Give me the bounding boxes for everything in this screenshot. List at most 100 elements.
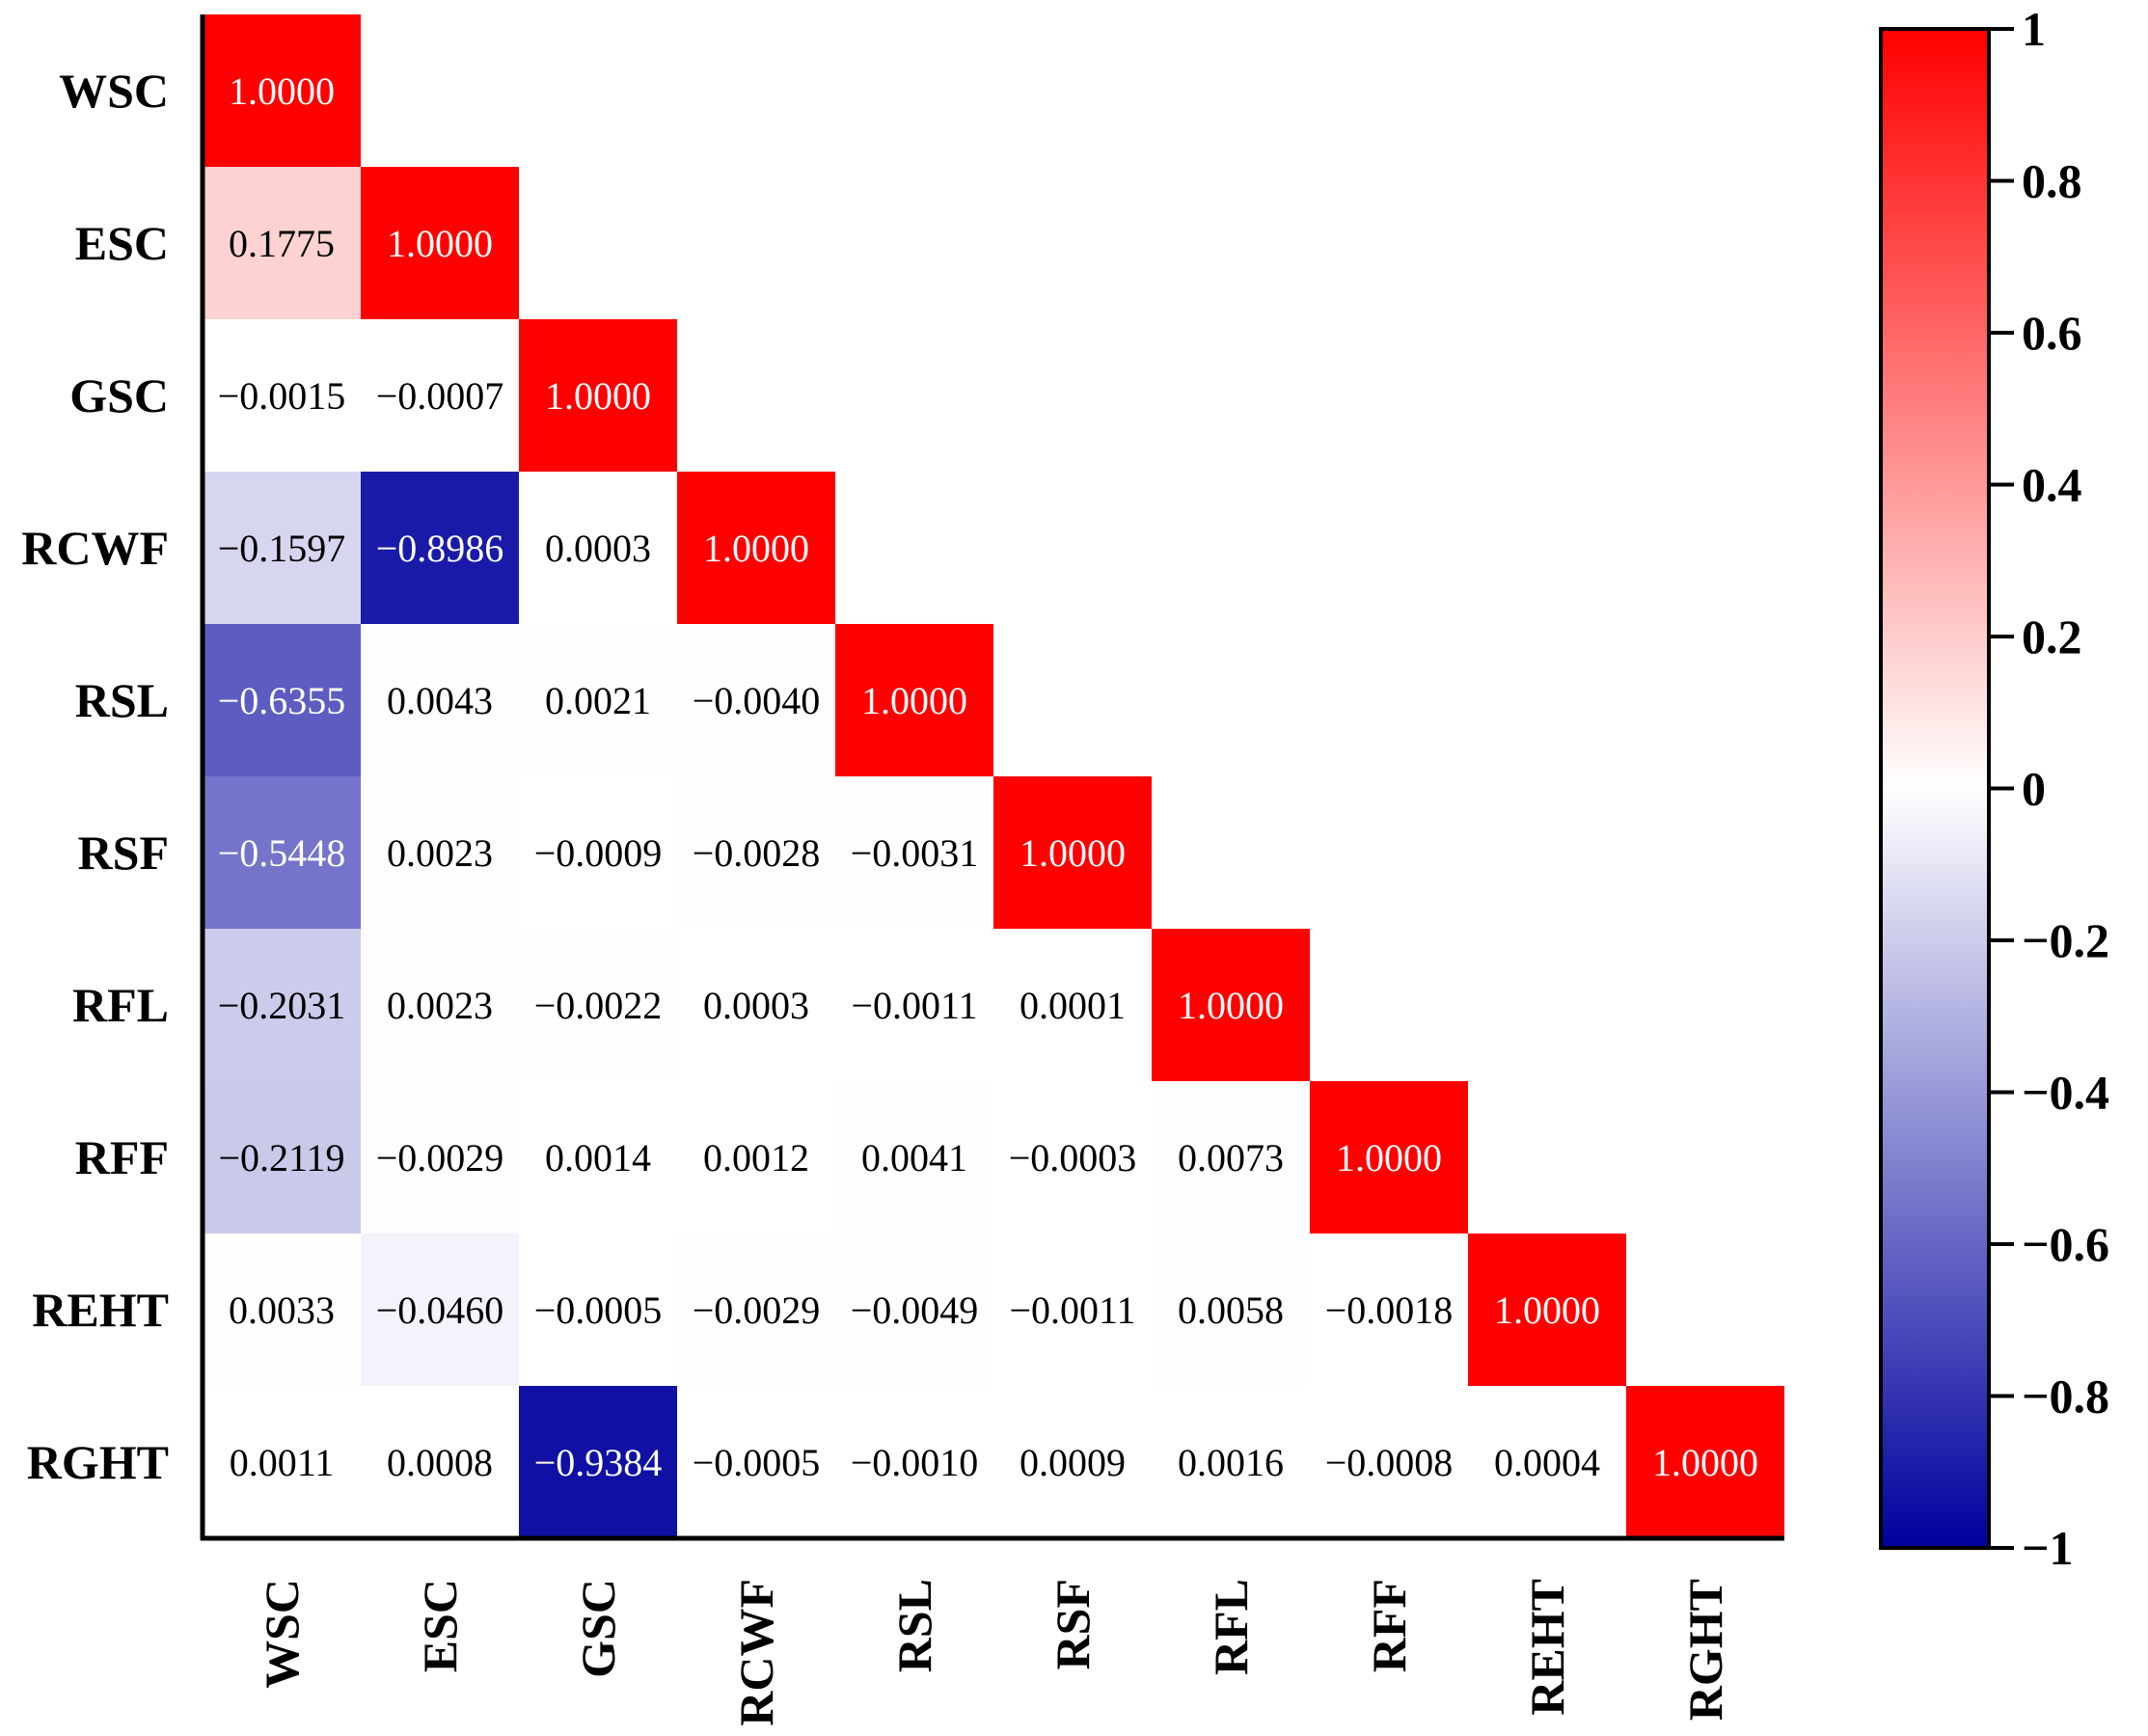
- cell-value-label: 0.0023: [387, 984, 493, 1027]
- cell-value-label: 1.0000: [1652, 1441, 1758, 1484]
- heatmap-cell-RCWF-WSC: [203, 472, 361, 624]
- heatmap-cell-REHT-RCWF: [677, 1234, 835, 1386]
- col-label-RSL: RSL: [887, 1579, 941, 1672]
- cell-value-label: −0.0022: [534, 984, 663, 1027]
- cell-value-label: −0.2119: [218, 1136, 344, 1180]
- row-label-RGHT: RGHT: [27, 1435, 169, 1489]
- heatmap-cell-RGHT-RSL: [835, 1386, 993, 1538]
- cell-value-label: −0.1597: [218, 527, 346, 570]
- cell-value-label: 1.0000: [1020, 831, 1126, 875]
- cell-value-label: 1.0000: [861, 679, 967, 722]
- heatmap-cell-RGHT-RFL: [1152, 1386, 1310, 1538]
- cell-value-label: −0.0029: [693, 1288, 821, 1332]
- heatmap-cell-GSC-ESC: [361, 319, 519, 472]
- heatmap-cell-RCWF-ESC: [361, 472, 519, 624]
- heatmap-cell-RSF-WSC: [203, 776, 361, 929]
- col-label-RFF: RFF: [1362, 1579, 1416, 1672]
- heatmap-cell-REHT-RFF: [1310, 1234, 1468, 1386]
- heatmap-cell-RFF-RCWF: [677, 1081, 835, 1234]
- heatmap-cell-REHT-RFL: [1152, 1234, 1310, 1386]
- colorbar: 1 0.8 0.6 0.4 0.2 0 −0.2 −0.4 −0.6 −0.8 −1: [1879, 2, 2109, 1575]
- heatmap-cell-RSL-GSC: [519, 624, 677, 776]
- heatmap-cell-RFF-RFL: [1152, 1081, 1310, 1234]
- col-label-RCWF: RCWF: [729, 1579, 783, 1726]
- cell-value-label: 1.0000: [229, 69, 335, 113]
- heatmap-cell-RCWF-GSC: [519, 472, 677, 624]
- cell-value-label: −0.0003: [1009, 1136, 1137, 1180]
- row-label-RCWF: RCWF: [21, 521, 169, 575]
- col-label-RGHT: RGHT: [1678, 1579, 1732, 1721]
- cell-value-label: 0.0011: [230, 1441, 335, 1484]
- heatmap-cell-RFF-WSC: [203, 1081, 361, 1234]
- cell-value-label: 0.0033: [229, 1288, 335, 1332]
- heatmap-cell-RFL-ESC: [361, 929, 519, 1081]
- cell-value-label: −0.2031: [218, 984, 346, 1027]
- heatmap-cell-RCWF-RCWF: [677, 472, 835, 624]
- heatmap-cell-RFF-ESC: [361, 1081, 519, 1234]
- heatmap-cell-RGHT-RGHT: [1626, 1386, 1784, 1538]
- colorbar-tick-label: 0.2: [2022, 610, 2082, 664]
- col-label-RSF: RSF: [1046, 1579, 1100, 1669]
- heatmap-cell-RFF-RSF: [993, 1081, 1152, 1234]
- cell-value-label: −0.6355: [218, 679, 346, 722]
- col-label-ESC: ESC: [413, 1579, 467, 1672]
- heatmap-cell-RSF-RCWF: [677, 776, 835, 929]
- cell-value-label: 1.0000: [1494, 1288, 1600, 1332]
- cell-value-label: −0.0049: [851, 1288, 979, 1332]
- heatmap-cell-RSL-WSC: [203, 624, 361, 776]
- cell-value-label: 1.0000: [545, 374, 651, 418]
- colorbar-tick-label: 0.8: [2022, 154, 2082, 208]
- cell-value-label: −0.0005: [534, 1288, 663, 1332]
- cell-value-label: 0.0003: [703, 984, 809, 1027]
- cell-value-label: 0.0008: [387, 1441, 493, 1484]
- cell-value-label: 0.0001: [1020, 984, 1126, 1027]
- cell-value-label: 0.0058: [1178, 1288, 1284, 1332]
- cell-value-label: −0.0031: [851, 831, 979, 875]
- cell-value-label: −0.0028: [693, 831, 821, 875]
- heatmap-cell-RGHT-GSC: [519, 1386, 677, 1538]
- colorbar-tick-label: −1: [2022, 1521, 2074, 1575]
- row-label-RFF: RFF: [75, 1130, 169, 1184]
- col-label-GSC: GSC: [571, 1579, 625, 1678]
- heatmap-cell-RGHT-REHT: [1468, 1386, 1626, 1538]
- cell-value-label: 1.0000: [1336, 1136, 1442, 1180]
- row-label-ESC: ESC: [75, 216, 169, 270]
- colorbar-gradient: [1879, 27, 1991, 1550]
- heatmap-cell-GSC-WSC: [203, 319, 361, 472]
- colorbar-tick-label: −0.4: [2022, 1066, 2109, 1120]
- heatmap-cell-REHT-ESC: [361, 1234, 519, 1386]
- cell-value-label: −0.0008: [1325, 1441, 1454, 1484]
- heatmap-cell-RFF-GSC: [519, 1081, 677, 1234]
- colorbar-tick-label: 0.6: [2022, 306, 2082, 360]
- cell-value-label: 0.0073: [1178, 1136, 1284, 1180]
- cell-value-label: 0.1775: [229, 222, 335, 265]
- heatmap-cell-RGHT-RSF: [993, 1386, 1152, 1538]
- cell-value-label: −0.0011: [1009, 1288, 1135, 1332]
- cell-value-label: 1.0000: [703, 527, 809, 570]
- heatmap-cell-RSF-RSF: [993, 776, 1152, 929]
- colorbar-tick-label: 1: [2022, 2, 2046, 56]
- row-label-REHT: REHT: [32, 1283, 169, 1337]
- heatmap-cell-RFL-WSC: [203, 929, 361, 1081]
- heatmap-cell-RSL-ESC: [361, 624, 519, 776]
- cell-value-label: 1.0000: [1178, 984, 1284, 1027]
- heatmap-cell-RGHT-RFF: [1310, 1386, 1468, 1538]
- row-label-RSF: RSF: [78, 826, 169, 880]
- heatmap-cell-RGHT-RCWF: [677, 1386, 835, 1538]
- colorbar-tick-label: 0.4: [2022, 458, 2082, 512]
- cell-value-label: −0.0460: [376, 1288, 504, 1332]
- cell-value-label: −0.9384: [534, 1441, 663, 1484]
- cell-value-label: 1.0000: [387, 222, 493, 265]
- heatmap-cell-RSL-RSL: [835, 624, 993, 776]
- heatmap-cell-RGHT-WSC: [203, 1386, 361, 1538]
- cell-value-label: −0.0007: [376, 374, 504, 418]
- cell-value-label: −0.8986: [376, 527, 504, 570]
- heatmap-cell-RSL-RCWF: [677, 624, 835, 776]
- heatmap-cell-RFL-RFL: [1152, 929, 1310, 1081]
- cell-value-label: −0.0011: [851, 984, 977, 1027]
- heatmap-cell-RFF-RSL: [835, 1081, 993, 1234]
- row-label-WSC: WSC: [59, 64, 169, 118]
- cell-value-label: −0.0018: [1325, 1288, 1454, 1332]
- heatmap-cell-REHT-GSC: [519, 1234, 677, 1386]
- heatmap-cell-RFL-RSL: [835, 929, 993, 1081]
